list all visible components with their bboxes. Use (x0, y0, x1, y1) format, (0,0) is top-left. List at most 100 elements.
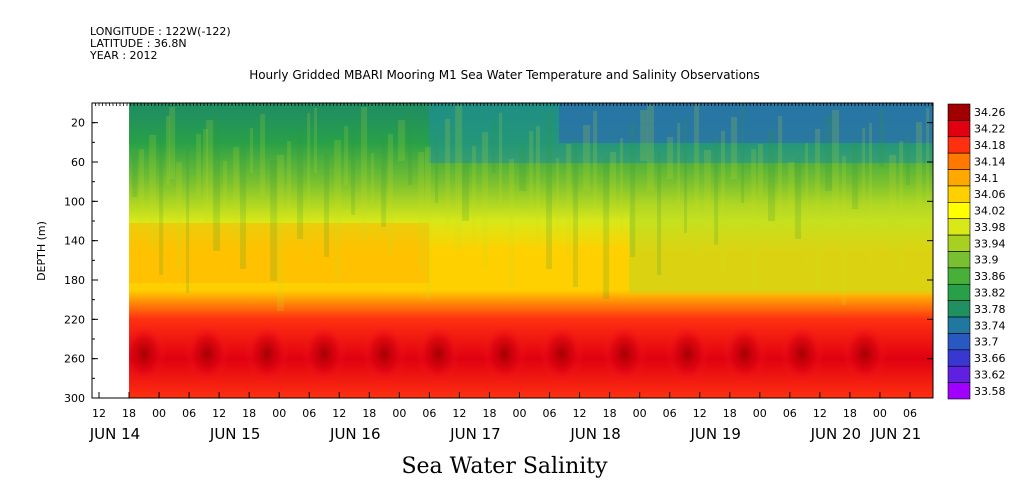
colorbar-label: 34.02 (974, 205, 1006, 218)
texture-strip (731, 117, 738, 179)
y-axis-label: DEPTH (m) (35, 221, 48, 281)
x-tick-label: 06 (302, 407, 316, 420)
texture-strip (270, 160, 278, 281)
y-tick-label: 100 (64, 195, 85, 208)
texture-strip (610, 152, 617, 209)
texture-strip (741, 103, 745, 203)
day-label: JUN 18 (569, 425, 620, 443)
texture-strip (657, 151, 662, 275)
day-label: JUN 17 (449, 425, 500, 443)
texture-strip (176, 162, 183, 269)
texture-strip (482, 132, 489, 269)
texture-strip (529, 131, 534, 215)
texture-strip (869, 123, 873, 263)
texture-strip (832, 110, 840, 221)
texture-strip (519, 145, 527, 191)
colorbar-segment (947, 120, 971, 138)
texture-strip (388, 134, 394, 257)
texture-strip (196, 134, 202, 197)
variable-label: Sea Water Salinity (401, 454, 608, 479)
texture-strip (398, 120, 406, 161)
salinity-maximum-blob (722, 323, 767, 384)
y-tick-label: 220 (64, 313, 85, 326)
x-tick-label: 06 (783, 407, 797, 420)
texture-strip (815, 129, 821, 287)
colorbar-label: 34.18 (974, 139, 1006, 152)
texture-strip (297, 127, 304, 239)
colorbar-segment (947, 218, 971, 236)
mid-depth-green (629, 203, 933, 293)
texture-strip (795, 157, 802, 239)
texture-strip (213, 115, 221, 251)
orange-band (129, 223, 430, 283)
x-tick-label: 00 (753, 407, 767, 420)
colorbar-segment (947, 251, 971, 269)
colorbar-label: 33.7 (974, 336, 999, 349)
texture-strip (203, 129, 209, 227)
x-tick-label: 18 (122, 407, 136, 420)
colorbar-segment (947, 267, 971, 285)
salinity-maximum-blob (842, 323, 887, 384)
plot-frame (91, 102, 934, 399)
colorbar-label: 33.66 (974, 352, 1006, 365)
colorbar-label: 33.98 (974, 221, 1006, 234)
texture-strip (583, 125, 591, 191)
y-tick-label: 60 (71, 156, 85, 169)
chart-title: Hourly Gridded MBARI Mooring M1 Sea Wate… (249, 68, 760, 82)
axes: 20 60 100 140 180 220 260 300 12 18 00 06 12 18 00 06 12… (64, 102, 934, 443)
x-tick-label: 00 (513, 407, 527, 420)
texture-strip (704, 150, 712, 221)
texture-strip (186, 148, 190, 293)
surface-low-salinity (559, 103, 933, 143)
x-tick-label: 06 (543, 407, 557, 420)
texture-strip (240, 142, 247, 269)
y-tick-label: 260 (64, 353, 85, 366)
texture-strip (408, 106, 413, 185)
texture-strip (324, 154, 330, 257)
salinity-maximum-blob (185, 323, 230, 384)
colorbar-segment (947, 316, 971, 334)
texture-strip (425, 147, 432, 299)
colorbar-segment (947, 103, 971, 121)
texture-strip (206, 120, 214, 221)
day-label: JUN 20 (810, 425, 861, 443)
texture-strip (566, 144, 572, 257)
texture-strip (640, 110, 648, 161)
day-label: JUN 14 (89, 425, 140, 443)
texture-strip (620, 138, 624, 233)
salinity-maximum-blob (416, 323, 461, 384)
colorbar-label: 33.86 (974, 270, 1006, 283)
texture-strip (462, 160, 470, 221)
texture-strip (721, 131, 726, 275)
colorbar-segment (947, 136, 971, 154)
salinity-field (129, 103, 933, 398)
y-tick-label: 300 (64, 392, 85, 405)
texture-strip (159, 121, 164, 275)
day-label: JUN 16 (329, 425, 380, 443)
texture-strip (862, 128, 866, 233)
texture-strip (287, 141, 292, 215)
texture-strip (361, 107, 368, 239)
texture-strip (371, 153, 375, 203)
texture-strip (260, 114, 266, 197)
x-tick-label: 12 (92, 407, 106, 420)
texture-strip (277, 155, 285, 311)
colorbar-segment (947, 185, 971, 203)
texture-strip (499, 113, 503, 203)
colorbar-label: 34.14 (974, 155, 1006, 168)
texture-strip (842, 156, 847, 305)
salinity-maximum-blob (362, 323, 407, 384)
x-tick-label: 18 (723, 407, 737, 420)
colorbar-segment (947, 202, 971, 220)
colorbar-segment (947, 349, 971, 367)
colorbar-segment (947, 382, 971, 400)
texture-strip (223, 161, 228, 215)
y-tick-label: 20 (71, 117, 85, 130)
texture-strip (788, 162, 795, 209)
day-label: JUN 19 (689, 425, 740, 443)
x-tick-label: 12 (452, 407, 466, 420)
x-tick-label: 06 (903, 407, 917, 420)
texture-strip (694, 104, 700, 257)
salinity-maximum-blob (665, 323, 710, 384)
